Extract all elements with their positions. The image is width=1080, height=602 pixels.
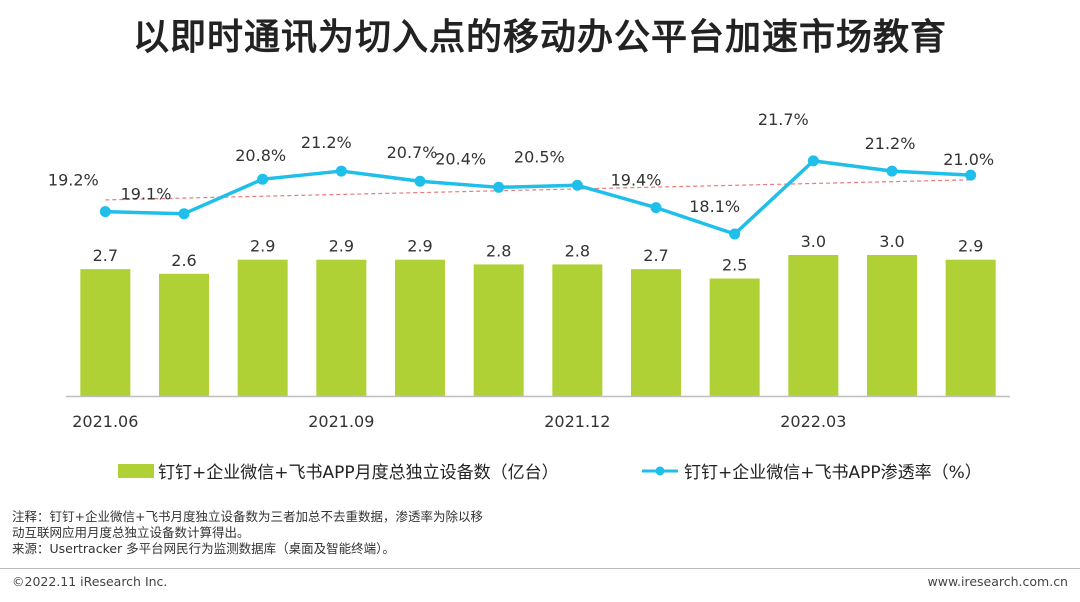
line-value-label: 20.7% [387, 143, 438, 162]
chart-title: 以即时通讯为切入点的移动办公平台加速市场教育 [132, 17, 947, 58]
line-point [178, 208, 190, 220]
legend-bar-swatch [118, 463, 154, 478]
bar [709, 278, 760, 396]
line-point [886, 165, 898, 177]
bar [395, 259, 445, 396]
note-line-1: 注释：钉钉+企业微信+飞书月度独立设备数为三者加总不去重数据，渗透率为除以移 [12, 509, 483, 524]
chart-note: 注释：钉钉+企业微信+飞书月度独立设备数为三者加总不去重数据，渗透率为除以移 动… [12, 509, 532, 557]
bar-value-label: 2.8 [565, 241, 590, 260]
x-tick-label: 2021.09 [308, 412, 374, 431]
bar-value-label: 2.8 [486, 241, 511, 260]
line-point [571, 179, 583, 191]
line-point [414, 175, 426, 187]
line-point [807, 155, 819, 167]
x-tick-label: 2022.03 [780, 412, 846, 431]
line-point [493, 181, 505, 193]
bar-value-label: 2.5 [722, 256, 747, 275]
penetration-line [105, 159, 971, 236]
line-value-label: 18.1% [689, 197, 740, 216]
line-value-label: 20.4% [435, 149, 486, 168]
bar [159, 273, 209, 396]
line-point [99, 206, 111, 218]
bar-value-label: 2.9 [407, 237, 432, 256]
bar-value-label: 3.0 [801, 232, 826, 251]
line-point [965, 169, 977, 181]
line-point [257, 173, 269, 185]
bar-value-label: 2.7 [93, 246, 118, 265]
bar-value-label: 2.7 [643, 246, 668, 265]
legend-line: 钉钉+企业微信+飞书APP渗透率（%） [640, 458, 982, 483]
line-value-label: 21.2% [301, 133, 352, 152]
line-value-label: 19.1% [121, 185, 172, 204]
bar-value-label: 2.9 [958, 237, 983, 256]
note-source: 来源：Usertracker 多平台网民行为监测数据库（桌面及智能终端）。 [12, 541, 395, 556]
bar [788, 255, 839, 396]
bar [80, 269, 131, 396]
footer-copyright: ©2022.11 iResearch Inc. [12, 574, 168, 589]
bar [316, 259, 367, 396]
bar [631, 269, 681, 396]
bar-value-label: 2.9 [329, 237, 354, 256]
bar [237, 259, 288, 396]
bar [552, 264, 603, 396]
legend-bar: 钉钉+企业微信+飞书APP月度总独立设备数（亿台） [118, 458, 559, 483]
bar [473, 264, 524, 396]
line-value-label: 21.0% [943, 150, 994, 169]
bar-value-label: 3.0 [879, 232, 904, 251]
trendline [105, 179, 971, 201]
bar-value-label: 2.9 [250, 237, 275, 256]
line-point [335, 165, 347, 177]
bar [867, 255, 917, 396]
footer-divider [0, 568, 1080, 569]
legend-line-swatch [642, 466, 678, 475]
line-value-label: 19.4% [611, 171, 662, 190]
note-line-2: 动互联网应用月度总独立设备数计算得出。 [12, 525, 250, 540]
bar-value-label: 2.6 [171, 251, 196, 270]
bar [945, 259, 996, 396]
line-value-label: 20.5% [514, 147, 565, 166]
line-value-label: 19.2% [48, 171, 99, 190]
line-value-label: 21.2% [865, 134, 916, 153]
legend-bar-label: 钉钉+企业微信+飞书APP月度总独立设备数（亿台） [158, 463, 559, 483]
line-point [650, 202, 662, 214]
line-value-label: 20.8% [235, 146, 286, 165]
line-point [729, 228, 741, 240]
x-tick-label: 2021.06 [72, 412, 138, 431]
x-tick-label: 2021.12 [544, 412, 610, 431]
line-value-label: 21.7% [758, 110, 809, 129]
legend-line-label: 钉钉+企业微信+飞书APP渗透率（%） [684, 463, 982, 483]
footer-website: www.iresearch.com.cn [927, 574, 1069, 589]
